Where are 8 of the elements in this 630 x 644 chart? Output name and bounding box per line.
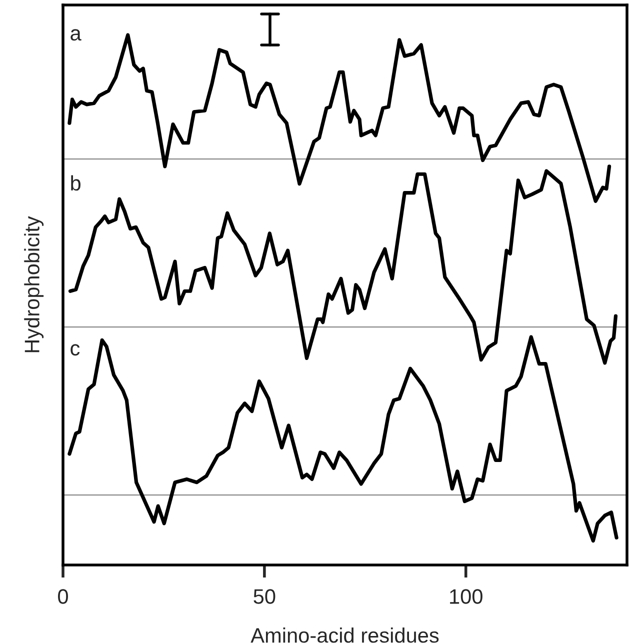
x-axis-title: Amino-acid residues	[250, 627, 439, 643]
x-tick-label: 50	[254, 589, 276, 604]
y-axis-title: Hydrophobicity	[24, 216, 44, 352]
chart-title: c	[70, 344, 80, 356]
chart-title: b	[71, 175, 80, 191]
x-tick-label: 100	[450, 589, 482, 604]
x-tick-label: 0	[58, 589, 68, 604]
chart-title: a	[70, 29, 82, 41]
